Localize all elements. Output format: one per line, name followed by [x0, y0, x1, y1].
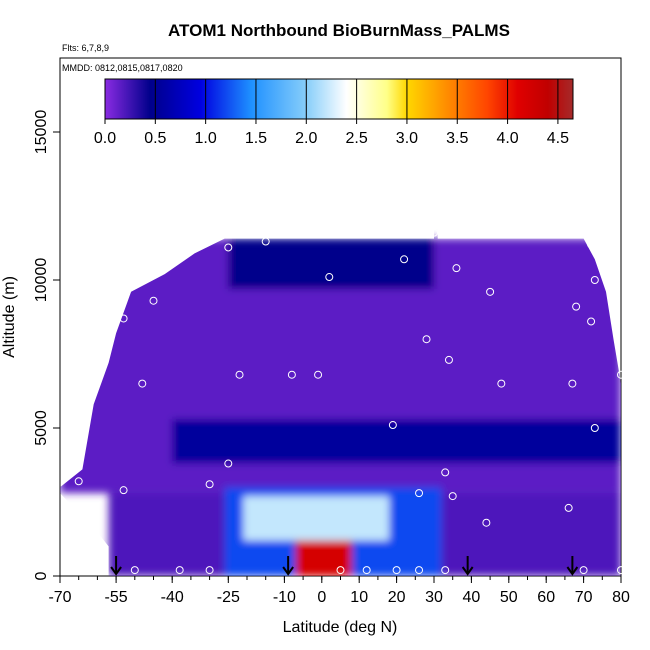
- sample-point: [130, 566, 139, 575]
- field-plume-maximum: [295, 540, 352, 576]
- sample-point: [74, 477, 83, 486]
- x-tick-label: 30: [425, 589, 443, 606]
- y-tick-label: 0: [33, 571, 50, 580]
- colorbar: 0.0 0.5 1.0 1.5 2.0 2.5 3.0 3.5 4.0 4.5: [94, 78, 574, 147]
- x-axis-title: Latitude (deg N): [283, 619, 398, 636]
- colorbar-tick-label: 3.0: [396, 130, 418, 147]
- field-plume-layer: [243, 496, 390, 541]
- concentration-field: [60, 238, 621, 576]
- colorbar-tick-label: 2.0: [295, 130, 317, 147]
- colorbar-tick-label: 0.0: [94, 130, 116, 147]
- sample-point: [336, 566, 345, 575]
- sample-point: [205, 566, 214, 575]
- sample-point: [590, 276, 599, 284]
- sample-point: [579, 566, 588, 575]
- sample-point: [388, 421, 397, 430]
- sample-point: [224, 243, 233, 252]
- colorbar-tick-label: 4.0: [496, 130, 518, 147]
- y-axis-title: Altitude (m): [1, 276, 18, 358]
- x-tick-label: -25: [217, 589, 240, 606]
- sample-point: [590, 424, 599, 432]
- sample-point: [587, 240, 596, 249]
- sample-point: [362, 566, 371, 575]
- sample-point: [175, 566, 184, 575]
- sample-point: [587, 317, 596, 326]
- sample-point: [568, 379, 577, 388]
- arrow-marker: [110, 556, 122, 576]
- sample-point: [497, 379, 506, 388]
- y-tick-label: 5000: [33, 410, 50, 446]
- sample-point: [415, 566, 424, 575]
- sample-point: [119, 314, 128, 323]
- colorbar-tick-label: 1.5: [245, 130, 267, 147]
- sample-point: [400, 255, 409, 264]
- x-tick-label: -55: [105, 589, 128, 606]
- x-tick-label: 10: [350, 589, 368, 606]
- x-tick-label: 50: [500, 589, 518, 606]
- sample-point: [441, 566, 450, 575]
- x-tick-label: -40: [161, 589, 184, 606]
- sample-point: [441, 468, 450, 477]
- arrow-marker: [282, 556, 294, 576]
- sample-point: [430, 228, 438, 237]
- x-tick-label: 40: [463, 589, 481, 606]
- colorbar-ticks: 0.0 0.5 1.0 1.5 2.0 2.5 3.0 3.5 4.0 4.5: [94, 79, 569, 147]
- colorbar-tick-label: 3.5: [446, 130, 468, 147]
- sample-point: [482, 518, 491, 527]
- sample-point: [422, 335, 431, 344]
- y-tick-label: 10000: [33, 258, 50, 303]
- sample-point: [224, 459, 233, 468]
- sample-point: [572, 302, 581, 311]
- sample-point: [448, 492, 457, 501]
- sample-point: [617, 370, 625, 379]
- sample-point: [138, 379, 147, 388]
- sample-point: [314, 370, 323, 379]
- sample-point: [119, 486, 128, 495]
- sample-points: [74, 228, 625, 575]
- dates-note: MMDD: 0812,0815,0817,0820: [62, 63, 183, 73]
- x-tick-label: 20: [388, 589, 406, 606]
- field-upper-dark-patch: [228, 238, 434, 289]
- y-axis: 0 5000 10000 15000: [33, 110, 60, 580]
- flights-note: Flts: 6,7,8,9: [62, 43, 109, 53]
- colorbar-tick-label: 0.5: [144, 130, 166, 147]
- colorbar-tick-label: 1.0: [195, 130, 217, 147]
- sample-point: [287, 370, 296, 379]
- colorbar-bar: [104, 78, 574, 120]
- sample-point: [452, 264, 461, 273]
- sample-point: [325, 273, 334, 282]
- y-tick-label: 15000: [33, 110, 50, 155]
- field-mid-altitude-band: [172, 419, 621, 464]
- x-axis: -70 -55 -40 -25 -10 0 10 20 30 40 50 60 70 80: [48, 576, 630, 606]
- x-tick-label: 0: [317, 589, 326, 606]
- x-tick-label: 60: [537, 589, 555, 606]
- sample-point: [205, 480, 214, 489]
- sample-point: [149, 296, 158, 305]
- sample-point: [261, 237, 270, 246]
- x-tick-label: -70: [48, 589, 71, 606]
- x-tick-label: -10: [273, 589, 296, 606]
- sample-point: [392, 566, 401, 575]
- colorbar-tick-label: 4.5: [547, 130, 569, 147]
- sample-point: [564, 503, 573, 512]
- x-tick-label: 70: [575, 589, 593, 606]
- sample-point: [444, 355, 453, 364]
- sample-point: [486, 287, 495, 296]
- sample-point: [617, 566, 625, 575]
- arrow-marker: [566, 556, 579, 576]
- sample-point: [415, 489, 424, 498]
- colorbar-tick-label: 2.5: [345, 130, 367, 147]
- x-tick-label: 80: [612, 589, 630, 606]
- arrow-markers: [110, 556, 579, 576]
- sample-point: [235, 370, 244, 379]
- chart-title: ATOM1 Northbound BioBurnMass_PALMS: [168, 21, 510, 40]
- arrow-marker: [461, 556, 474, 576]
